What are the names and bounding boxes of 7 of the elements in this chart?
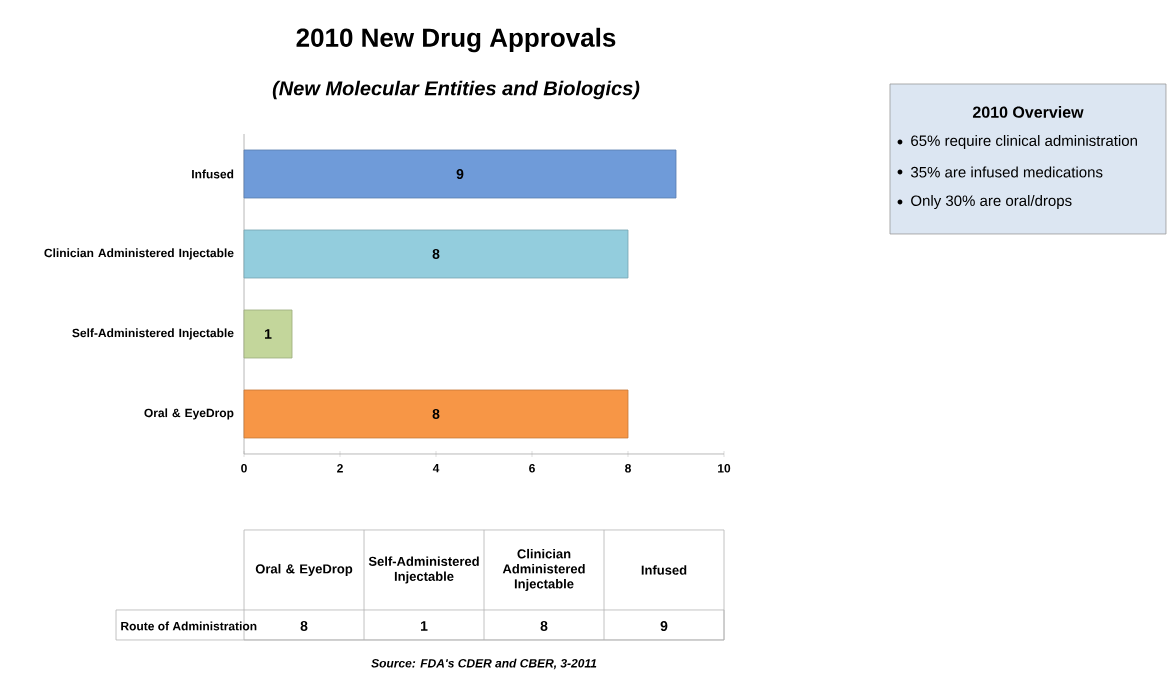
chart-title: 2010 New Drug Approvals (296, 27, 616, 53)
bar (243, 309, 293, 359)
text: 2010 Overview (972, 106, 1084, 118)
bar (243, 229, 629, 279)
bar (243, 389, 629, 439)
chart-subtitle: (New Molecular Entities and Biologics) (272, 80, 640, 100)
bar (243, 149, 677, 199)
